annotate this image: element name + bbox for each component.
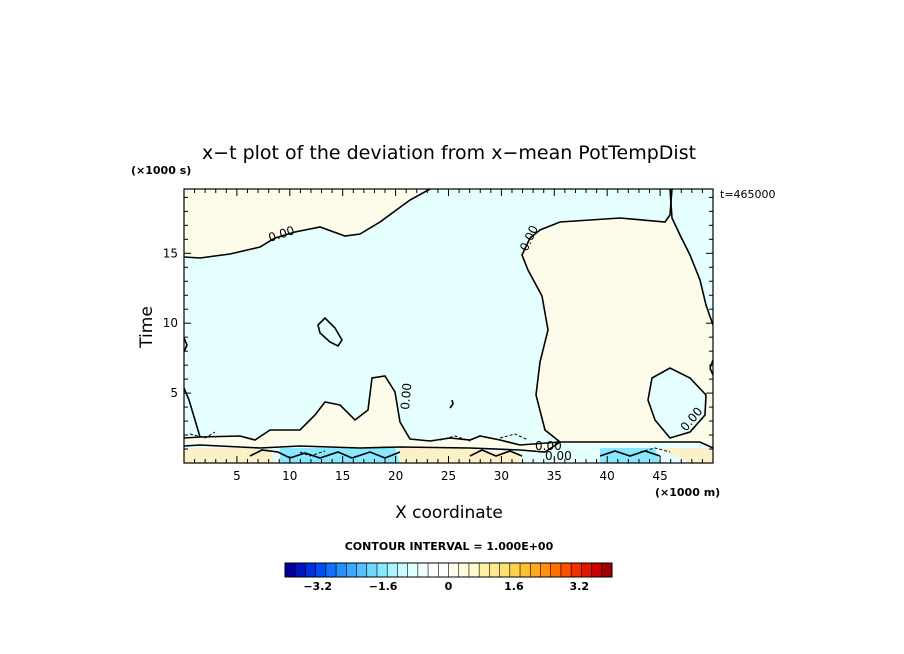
contour-small-mark — [449, 399, 454, 409]
bottom-warm-band — [184, 448, 713, 463]
x-tick-label: 40 — [600, 469, 615, 483]
colorbar-cell — [499, 563, 511, 577]
y-tick-label: 5 — [170, 386, 178, 400]
colorbar-cell — [417, 563, 429, 577]
colorbar-cell — [571, 563, 582, 577]
contour-zero-right — [669, 189, 713, 326]
negative-region-main — [184, 189, 672, 445]
colorbar-cell — [366, 563, 378, 577]
colorbar-cell — [540, 563, 551, 577]
positive-island — [318, 318, 342, 346]
colorbar-cell — [550, 563, 562, 577]
contour-zero-blob — [647, 367, 707, 439]
colorbar-tick-label: 1.6 — [504, 580, 524, 593]
contour-negative-dashed — [189, 431, 671, 457]
x-tick-label: 25 — [441, 469, 456, 483]
y-tick-label: 15 — [163, 246, 178, 260]
contour-zero-top — [184, 189, 431, 259]
colorbar-labels: −3.2 −1.6 0 1.6 3.2 — [303, 580, 589, 593]
colorbar-tick-label: 3.2 — [570, 580, 590, 593]
contour-edge-left — [184, 337, 201, 438]
time-stamp-label: t=465000 — [720, 188, 776, 201]
contour-interval-label: CONTOUR INTERVAL = 1.000E+00 — [345, 540, 554, 553]
colorbar-cell — [285, 563, 296, 577]
chart-title: x−t plot of the deviation from x−mean Po… — [202, 142, 696, 164]
contour-zero-bottom — [184, 441, 713, 453]
x-axis-label: X coordinate — [395, 503, 503, 523]
x-unit-label: (×1000 m) — [655, 486, 720, 499]
colorbar — [284, 562, 613, 578]
colorbar-cell — [428, 563, 439, 577]
colorbar-cell — [560, 563, 572, 577]
colorbar-cell — [489, 563, 500, 577]
colorbar-frame — [284, 562, 613, 578]
contour-edge-right — [709, 359, 713, 376]
colorbar-cell — [438, 563, 449, 577]
x-tick-label: 45 — [652, 469, 667, 483]
x-tick-label: 15 — [335, 469, 350, 483]
colorbar-cell — [356, 563, 368, 577]
plot-area: 0.00 0.00 0.00 0.00 0.00 0.00 5 10 15 20 25 3… — [163, 188, 714, 483]
y-unit-label: (×1000 s) — [131, 164, 191, 177]
colorbar-cell — [397, 563, 408, 577]
colorbar-cell — [530, 563, 541, 577]
x-tick-label: 20 — [388, 469, 403, 483]
colorbar-cell — [387, 563, 398, 577]
contour-zero-center — [521, 189, 673, 443]
contour-label-bottom-1: 0.00 — [535, 439, 562, 453]
colorbar-cell — [520, 563, 531, 577]
x-tick-label: 35 — [547, 469, 562, 483]
colorbar-cell — [346, 563, 357, 577]
bottom-cool-band — [280, 448, 660, 463]
contour-label-mid: 0.00 — [398, 382, 414, 410]
colorbar-tick-label: −1.6 — [369, 580, 398, 593]
colorbar-cell — [315, 563, 327, 577]
x-tick-label: 5 — [233, 469, 241, 483]
colorbar-cell — [591, 563, 603, 577]
negative-blob-right — [648, 368, 706, 438]
colorbar-cell — [581, 563, 592, 577]
x-tick-label: 10 — [282, 469, 297, 483]
colorbar-cell — [336, 563, 347, 577]
y-axis-label: Time — [137, 306, 157, 349]
colorbar-cell — [448, 563, 460, 577]
colorbar-cell — [458, 563, 470, 577]
contour-zero-island — [317, 316, 343, 348]
contour-zero-bottom-waves — [249, 449, 661, 459]
colorbar-cell — [479, 563, 490, 577]
y-tick-label: 10 — [163, 316, 178, 330]
colorbar-cell — [468, 563, 480, 577]
colorbar-cell — [376, 563, 388, 577]
colorbar-cell — [601, 563, 613, 577]
contour-zero-lower — [184, 375, 561, 446]
contour-label-bottom-2: 0.00 — [545, 449, 572, 463]
colorbar-tick-label: −3.2 — [303, 580, 332, 593]
colorbar-tick-label: 0 — [445, 580, 453, 593]
colorbar-cell — [407, 563, 419, 577]
x-tick-label: 30 — [494, 469, 509, 483]
colorbar-cell — [295, 563, 306, 577]
colorbar-cell — [305, 563, 316, 577]
colorbar-cell — [509, 563, 521, 577]
colorbar-cell — [325, 563, 337, 577]
